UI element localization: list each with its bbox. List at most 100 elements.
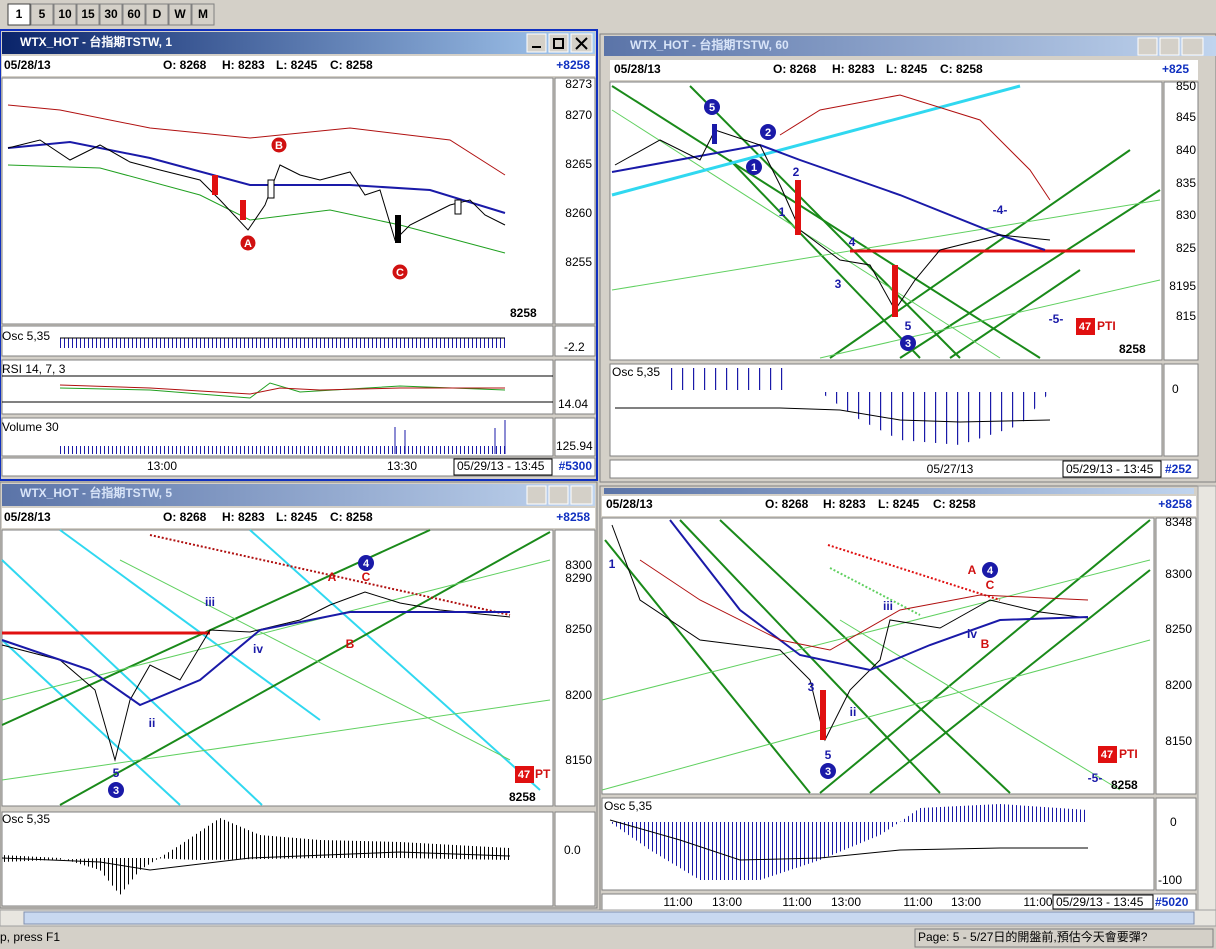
time-label: 13:00: [951, 895, 981, 909]
button-label[interactable]: 30: [104, 7, 118, 21]
header-bar: [2, 508, 595, 528]
button-label[interactable]: 10: [58, 7, 72, 21]
wave-marker: [108, 782, 124, 798]
button-label[interactable]: 15: [81, 7, 95, 21]
range-box: [1052, 894, 1154, 910]
button-label[interactable]: M: [198, 7, 208, 21]
fan-lines: [1, 559, 551, 781]
header-high: H: 8283: [222, 58, 265, 72]
price-label: 845: [1176, 110, 1196, 124]
price-label: 850: [1176, 79, 1196, 93]
pane-label: Osc 5,35: [612, 365, 660, 379]
price-line: [7, 139, 506, 241]
time-label: 13:00: [831, 895, 861, 909]
header-close: C: 8258: [330, 510, 373, 524]
annotation: 3: [113, 785, 119, 797]
price-label: 8255: [565, 255, 592, 269]
button[interactable]: [53, 3, 77, 26]
candle: [892, 265, 898, 317]
button-label[interactable]: D: [153, 7, 162, 21]
button-label[interactable]: 1: [16, 7, 23, 21]
wave-marker: [704, 99, 720, 115]
volume-bars: [60, 446, 505, 454]
pane-label: Osc 5,35: [604, 799, 652, 813]
rsi-line: [59, 382, 506, 399]
pane-value: 0.0: [564, 843, 581, 857]
button[interactable]: [7, 3, 31, 26]
maximize-button[interactable]: [548, 33, 569, 53]
annotation: B: [275, 140, 283, 152]
close-button[interactable]: [1181, 37, 1204, 56]
annotation: 2: [793, 165, 800, 179]
wave-marker: [746, 159, 762, 175]
button-label[interactable]: 60: [127, 7, 141, 21]
price-label: 825: [1176, 241, 1196, 255]
minimize-button[interactable]: [526, 33, 547, 53]
annotation: A: [328, 570, 337, 584]
annotation: 1: [751, 162, 757, 174]
price-label: 8250: [565, 622, 592, 636]
upper-band: [639, 559, 1089, 651]
pti-box: [1098, 746, 1117, 763]
header-low: L: 8245: [276, 58, 318, 72]
price-line: [614, 129, 1051, 311]
pane-value: 0: [1170, 815, 1177, 829]
button[interactable]: [30, 3, 54, 26]
annotation: 4: [849, 235, 856, 249]
time-axis: [609, 459, 1199, 479]
annotation: 5: [113, 766, 120, 780]
button[interactable]: [76, 3, 100, 26]
header-date: 05/28/13: [606, 497, 653, 511]
price-label: 8273: [565, 77, 592, 91]
close-button[interactable]: [570, 485, 593, 505]
minimize-button[interactable]: [526, 485, 547, 505]
header-high: H: 8283: [832, 62, 875, 76]
moving-average: [1, 611, 510, 707]
support-line: [829, 567, 921, 616]
button[interactable]: [99, 3, 123, 26]
price-label: 830: [1176, 208, 1196, 222]
price-pane: [601, 517, 1155, 795]
pane-value: -100: [1158, 873, 1182, 887]
vertical-scrollbar[interactable]: [1197, 485, 1216, 911]
pane-value: 0: [1172, 382, 1179, 396]
button-label[interactable]: 5: [39, 7, 46, 21]
bar-count: #5020: [1155, 895, 1189, 909]
button[interactable]: [191, 3, 215, 26]
price-line: [611, 524, 1089, 742]
maximize-button[interactable]: [1159, 37, 1180, 56]
pane-label: Osc 5,35: [2, 329, 50, 343]
button[interactable]: [145, 3, 169, 26]
status-page: Page: 5 - 5/27日的開盤前,預估今天會要彈?: [918, 929, 1148, 944]
annotation: iii: [883, 599, 893, 613]
header-open: O: 8268: [765, 497, 809, 511]
osc-bars: [900, 804, 1088, 822]
header-change: +8258: [556, 510, 590, 524]
maximize-button[interactable]: [548, 485, 569, 505]
annotation: B: [981, 637, 990, 651]
annotation: A: [968, 563, 977, 577]
scroll-thumb[interactable]: [23, 911, 1195, 925]
button[interactable]: [168, 3, 192, 26]
price-label: 8270: [565, 108, 592, 122]
price-label: 8300: [565, 558, 592, 572]
annotation: 5: [905, 319, 912, 333]
last-price: 8258: [1119, 342, 1146, 356]
minimize-button[interactable]: [1137, 37, 1158, 56]
header-open: O: 8268: [773, 62, 817, 76]
pane-value: -2.2: [564, 340, 585, 354]
last-price: 8258: [509, 790, 536, 804]
wave-marker: [760, 124, 776, 140]
title-bar: [604, 36, 1216, 56]
button[interactable]: [122, 3, 146, 26]
button-label[interactable]: W: [174, 7, 186, 21]
annotation: ii: [850, 705, 857, 719]
pti-box: [515, 766, 534, 783]
annotation: 3: [835, 277, 842, 291]
header-low: L: 8245: [886, 62, 928, 76]
wave-marker: [982, 562, 998, 578]
annotation: 4: [363, 558, 370, 570]
moving-average: [7, 140, 506, 214]
fan-lines: [601, 559, 1151, 791]
annotation: 1: [609, 557, 616, 571]
